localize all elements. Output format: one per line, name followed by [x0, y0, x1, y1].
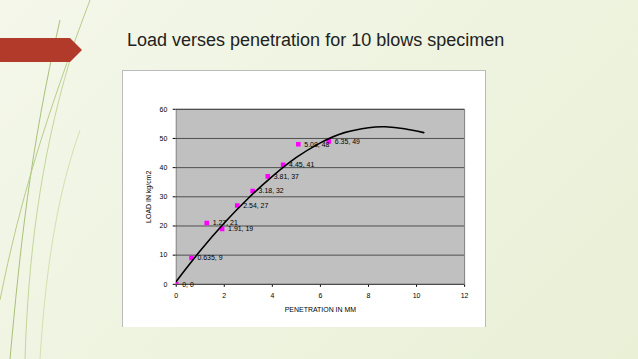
svg-text:8: 8: [367, 292, 371, 299]
svg-text:3.18, 32: 3.18, 32: [259, 187, 284, 194]
svg-text:10: 10: [160, 251, 168, 258]
svg-text:PENETRATION IN MM: PENETRATION IN MM: [285, 306, 357, 313]
svg-text:1.91, 19: 1.91, 19: [228, 225, 253, 232]
svg-text:0: 0: [174, 292, 178, 299]
svg-text:30: 30: [160, 193, 168, 200]
svg-text:4: 4: [270, 292, 274, 299]
svg-text:6.35, 49: 6.35, 49: [335, 138, 360, 145]
svg-text:2.54, 27: 2.54, 27: [243, 202, 268, 209]
svg-text:4.45, 41: 4.45, 41: [289, 161, 314, 168]
svg-text:50: 50: [160, 135, 168, 142]
html-text:Load verses penetration for 10: Load verses penetration for 10 blows spe…: [127, 30, 505, 50]
svg-text:10: 10: [413, 292, 421, 299]
svg-text:6: 6: [318, 292, 322, 299]
svg-text:12: 12: [461, 292, 469, 299]
svg-text:1.27, 21: 1.27, 21: [212, 219, 238, 227]
svg-text:0: 0: [163, 281, 167, 288]
svg-text:20: 20: [160, 222, 168, 229]
svg-text:5.08, 48: 5.08, 48: [304, 140, 330, 148]
svg-text:0, 0: 0, 0: [182, 281, 194, 288]
svg-text:2: 2: [222, 292, 226, 299]
svg-text:60: 60: [160, 106, 168, 113]
svg-text:40: 40: [160, 164, 168, 171]
svg-text:0.635, 9: 0.635, 9: [197, 254, 222, 261]
svg-text:LOAD IN kg/cm2: LOAD IN kg/cm2: [145, 171, 153, 223]
svg-text:3.81, 37: 3.81, 37: [274, 173, 299, 180]
